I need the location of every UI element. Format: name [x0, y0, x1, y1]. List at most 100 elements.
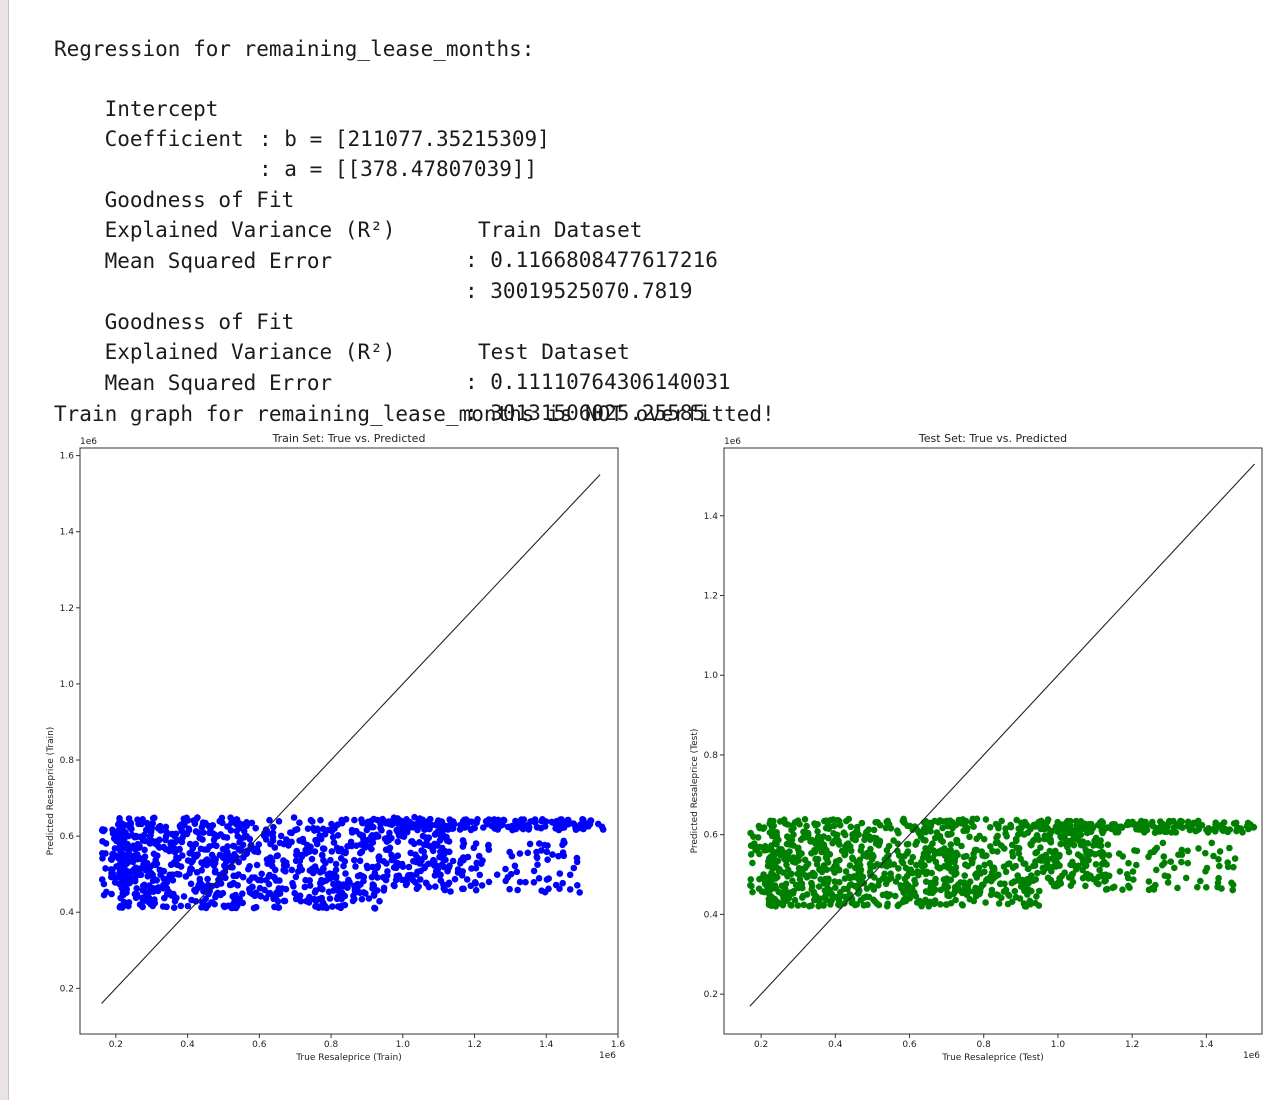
axes-frame: [79, 447, 619, 1035]
scatter-point: [747, 882, 754, 889]
scatter-point: [126, 844, 134, 851]
scatter-point: [393, 817, 400, 825]
scatter-point: [160, 885, 167, 892]
y-tick-label: 0.8: [704, 751, 719, 761]
coefficient-value: : a = [[378.47807039]]: [259, 157, 538, 181]
scatter-point: [1167, 858, 1175, 865]
scatter-point: [217, 831, 224, 838]
scatter-point: [457, 860, 464, 867]
x-tick-label: 0.2: [754, 1040, 768, 1050]
scatter-point: [762, 876, 769, 884]
scatter-point: [875, 901, 883, 909]
scatter-point: [123, 889, 130, 896]
scatter-point: [417, 856, 425, 863]
scatter-point: [747, 842, 755, 849]
scatter-point: [832, 884, 839, 891]
scatter-point: [463, 823, 471, 830]
intercept-value: : b = [211077.35215309]: [259, 127, 550, 151]
scatter-point: [417, 876, 424, 883]
scatter-point: [842, 868, 850, 875]
train-header-label: Goodness of Fit: [104, 188, 295, 212]
scatter-point: [808, 879, 815, 887]
scatter-point: [939, 824, 946, 832]
scatter-point: [895, 865, 902, 872]
scatter-point: [789, 858, 797, 865]
scatter-point: [364, 864, 371, 872]
scatter-point: [1229, 886, 1236, 894]
scatter-point: [311, 889, 319, 896]
scatter-point: [297, 897, 305, 905]
scatter-point: [1226, 844, 1233, 852]
scatter-point: [936, 817, 944, 824]
scatter-point: [824, 859, 832, 866]
scatter-point: [426, 815, 434, 823]
scatter-point: [1013, 837, 1020, 845]
scatter-point: [370, 823, 377, 831]
scatter-point: [906, 822, 914, 830]
scatter-point: [266, 816, 273, 824]
scatter-point: [179, 852, 186, 859]
scatter-point: [1210, 852, 1217, 860]
scatter-point: [170, 860, 177, 867]
scatter-point: [478, 882, 486, 889]
scatter-point: [179, 834, 186, 841]
scatter-point: [534, 824, 541, 831]
scatter-point: [1115, 850, 1123, 857]
scatter-point: [1096, 866, 1103, 874]
scatter-point: [187, 849, 195, 856]
scatter-point: [894, 840, 902, 848]
scatter-point: [980, 835, 988, 843]
scatter-point: [798, 850, 805, 857]
scatter-point: [473, 859, 481, 867]
scatter-point: [494, 816, 502, 824]
scatter-point: [525, 824, 533, 831]
scatter-point: [770, 817, 777, 825]
scatter-point: [1101, 858, 1108, 866]
scatter-point: [136, 842, 143, 850]
y-tick-label: 0.4: [704, 910, 719, 920]
scatter-point: [1133, 847, 1141, 855]
scatter-point: [778, 882, 786, 890]
scatter-point: [227, 827, 235, 834]
scatter-point: [1007, 823, 1015, 831]
scatter-point: [784, 873, 791, 880]
scatter-point: [282, 868, 289, 875]
scatter-point: [309, 818, 316, 825]
scatter-point: [534, 861, 541, 868]
scatter-point: [417, 822, 424, 829]
reference-line: [101, 474, 601, 1004]
scatter-point: [937, 901, 944, 908]
scatter-point: [843, 841, 851, 848]
scatter-point: [1063, 819, 1070, 826]
scatter-point: [502, 865, 509, 873]
scatter-point: [974, 889, 981, 897]
scatter-point: [128, 831, 136, 839]
scatter-point: [184, 817, 192, 824]
scatter-point: [1020, 877, 1027, 884]
scatter-point: [133, 885, 140, 892]
scatter-point: [1245, 825, 1252, 833]
scatter-point: [808, 850, 815, 857]
scatter-point: [441, 886, 449, 894]
scatter-point: [352, 863, 359, 870]
scatter-point: [1099, 853, 1106, 860]
scatter-point: [1203, 864, 1211, 872]
scatter-point: [1233, 827, 1240, 835]
scatter-point: [1129, 818, 1136, 826]
scatter-point: [941, 852, 949, 859]
scatter-point: [234, 882, 241, 889]
scatter-point: [830, 822, 838, 830]
scatter-point: [159, 903, 167, 910]
scatter-point: [823, 890, 830, 898]
scatter-point: [955, 816, 963, 824]
scatter-point: [915, 871, 922, 879]
scatter-point: [169, 830, 176, 838]
scatter-point: [853, 901, 861, 908]
scatter-point: [867, 864, 875, 871]
scatter-point: [176, 845, 183, 853]
scatter-point: [485, 878, 493, 886]
scatter-point: [473, 819, 480, 826]
scatter-point: [137, 855, 145, 863]
scatter-point: [1079, 838, 1087, 845]
scatter-point: [835, 817, 843, 825]
